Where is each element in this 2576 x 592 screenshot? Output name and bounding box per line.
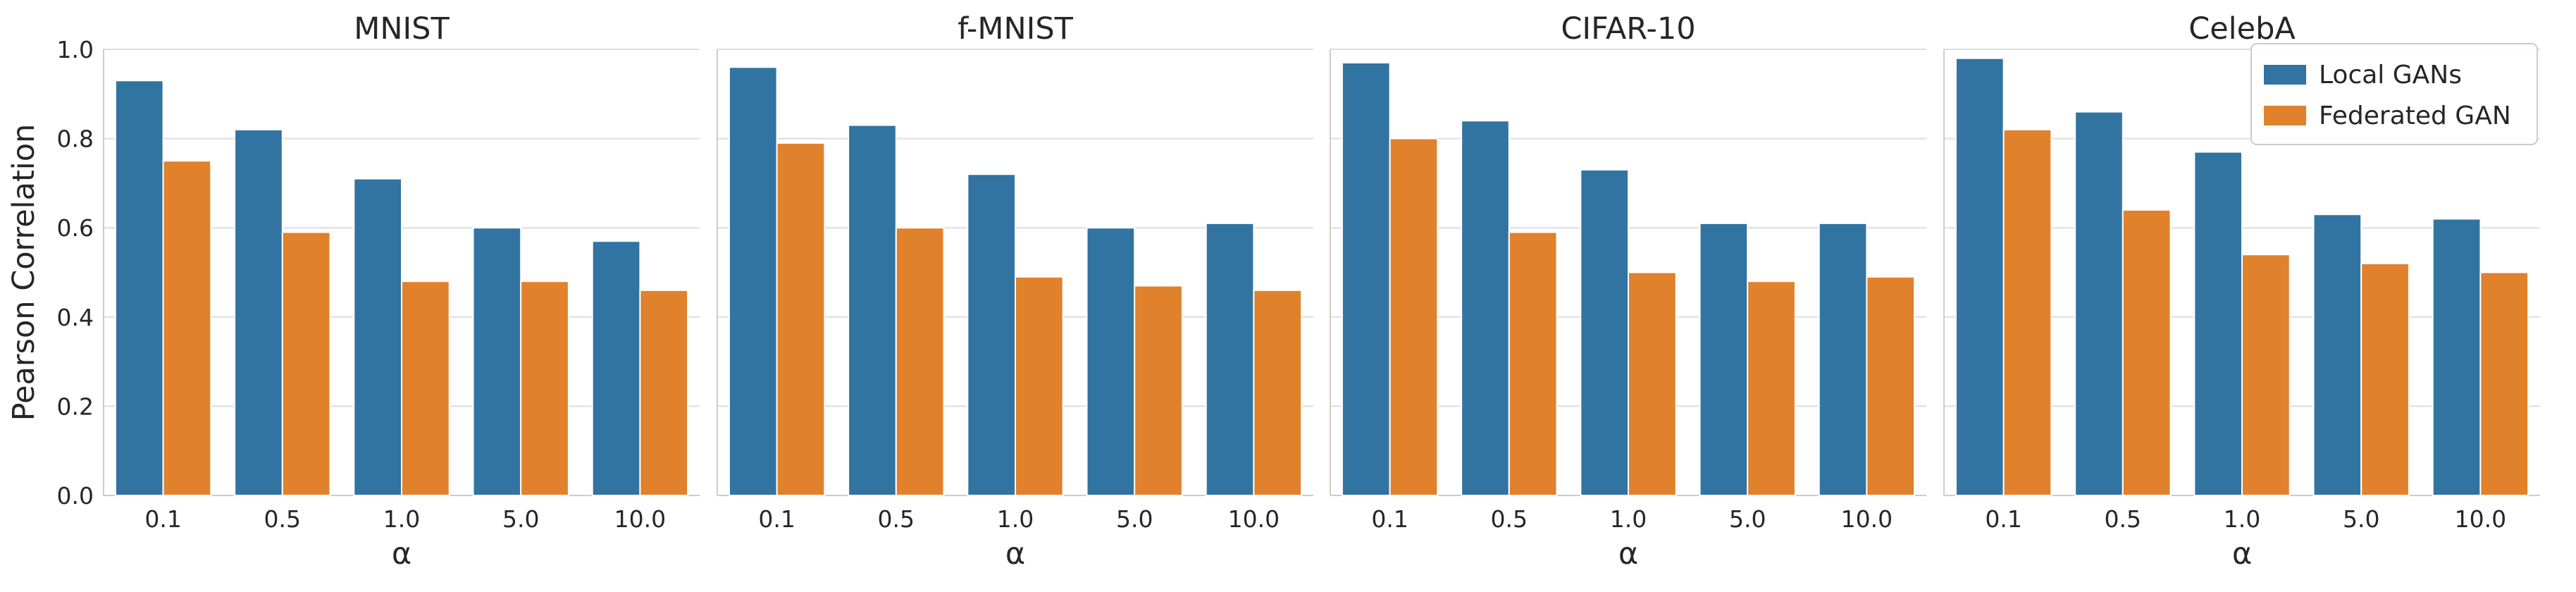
x-tick-label: 10.0: [1228, 505, 1280, 533]
x-tick-label: 0.5: [878, 505, 915, 533]
bar-federated-gan-10.0: [2479, 271, 2529, 496]
bar-local-gans-0.5: [234, 128, 283, 496]
legend: Local GANs Federated GAN: [2250, 43, 2538, 145]
x-tick-label: 0.5: [1491, 505, 1528, 533]
panel-title: CIFAR-10: [1561, 11, 1695, 47]
bar-federated-gan-10.0: [1253, 289, 1303, 496]
panel-cifar-10: 0.1 0.5 1.0 5.0 10.0 CIFAR-10 α: [1330, 11, 1926, 572]
legend-box: [2250, 43, 2538, 145]
x-axis-label: α: [392, 536, 411, 572]
panel-title: MNIST: [354, 11, 450, 47]
bar-federated-gan-0.5: [281, 231, 331, 496]
bar-federated-gan-0.5: [895, 227, 945, 496]
bar-local-gans-1.0: [967, 173, 1016, 497]
x-tick-label: 5.0: [2343, 505, 2379, 533]
bar-local-gans-1.0: [353, 178, 403, 496]
y-tick-label: 0.2: [57, 393, 94, 420]
x-axis-label: α: [1618, 536, 1638, 572]
x-tick-label: 0.1: [1985, 505, 2021, 533]
y-tick-label: 0.4: [57, 304, 94, 331]
y-tick-label: 0.8: [57, 125, 94, 153]
x-tick-label: 1.0: [2224, 505, 2260, 533]
panel-title: CelebA: [2188, 11, 2296, 47]
bar-federated-gan-0.1: [1389, 137, 1439, 496]
x-tick-label: 10.0: [1841, 505, 1893, 533]
bar-federated-gan-1.0: [401, 280, 450, 496]
bar-local-gans-1.0: [2193, 151, 2243, 496]
bar-local-gans-5.0: [1699, 222, 1749, 496]
panel-title: f-MNIST: [958, 11, 1074, 47]
x-tick-label: 0.5: [2105, 505, 2141, 533]
bar-local-gans-0.5: [2074, 111, 2124, 496]
bar-local-gans-5.0: [1086, 227, 1136, 496]
bar-local-gans-10.0: [1818, 222, 1868, 496]
x-axis-label: α: [1005, 536, 1025, 572]
bar-local-gans-10.0: [1205, 222, 1255, 496]
x-tick-label: 5.0: [1116, 505, 1153, 533]
bar-federated-gan-0.5: [2122, 209, 2172, 496]
bar-federated-gan-5.0: [1134, 285, 1183, 496]
x-tick-label: 0.1: [758, 505, 795, 533]
bar-local-gans-10.0: [591, 240, 641, 496]
bar-federated-gan-0.1: [2002, 128, 2052, 496]
bar-local-gans-5.0: [472, 227, 522, 496]
x-tick-label: 1.0: [383, 505, 420, 533]
bar-federated-gan-1.0: [1628, 271, 1677, 496]
bar-local-gans-0.1: [114, 80, 164, 496]
x-tick-label: 0.1: [144, 505, 181, 533]
x-tick-label: 5.0: [502, 505, 539, 533]
bar-local-gans-0.5: [1461, 120, 1510, 496]
panel-f-mnist: 0.1 0.5 1.0 5.0 10.0 f-MNIST α: [717, 11, 1313, 572]
bar-federated-gan-0.5: [1508, 231, 1558, 496]
legend-label: Federated GAN: [2319, 101, 2511, 130]
bar-local-gans-0.5: [848, 124, 897, 497]
bar-federated-gan-1.0: [1015, 276, 1064, 496]
bar-local-gans-0.1: [1341, 61, 1391, 497]
x-axis-label: α: [2232, 536, 2252, 572]
legend-label: Local GANs: [2319, 61, 2462, 90]
bar-federated-gan-0.1: [162, 160, 212, 496]
bar-local-gans-5.0: [2312, 214, 2363, 496]
y-tick-label: 0.6: [57, 214, 94, 242]
bar-federated-gan-0.1: [776, 142, 826, 496]
y-axis-label: Pearson Correlation: [6, 124, 42, 421]
x-tick-label: 10.0: [2455, 505, 2506, 533]
bar-local-gans-0.1: [1955, 57, 2005, 497]
panel-celeba: 0.1 0.5 1.0 5.0 10.0 CelebA α Local GANs Federat…: [1943, 11, 2540, 572]
bar-federated-gan-5.0: [1747, 280, 1796, 496]
legend-swatch-local-gans: [2264, 65, 2306, 85]
panel-mnist: 0.1 0.5 1.0 5.0 10.0 MNIST α 0.0 0.2 0.4 0.6 0.8 1.0…: [6, 11, 700, 572]
bar-federated-gan-10.0: [1866, 276, 1916, 496]
bar-federated-gan-5.0: [2360, 262, 2410, 496]
bar-local-gans-10.0: [2432, 218, 2482, 496]
bar-federated-gan-5.0: [520, 280, 569, 496]
y-tick-label: 1.0: [57, 36, 94, 63]
bar-federated-gan-10.0: [639, 289, 689, 496]
x-tick-label: 0.5: [264, 505, 301, 533]
legend-swatch-federated-gan: [2264, 106, 2306, 125]
bar-federated-gan-1.0: [2241, 254, 2291, 496]
bar-local-gans-1.0: [1580, 168, 1630, 496]
x-tick-label: 10.0: [614, 505, 666, 533]
x-tick-label: 1.0: [997, 505, 1034, 533]
x-tick-label: 1.0: [1610, 505, 1647, 533]
bar-local-gans-0.1: [728, 66, 778, 496]
x-tick-label: 5.0: [1729, 505, 1766, 533]
y-tick-label: 0.0: [57, 482, 94, 510]
x-tick-label: 0.1: [1371, 505, 1408, 533]
